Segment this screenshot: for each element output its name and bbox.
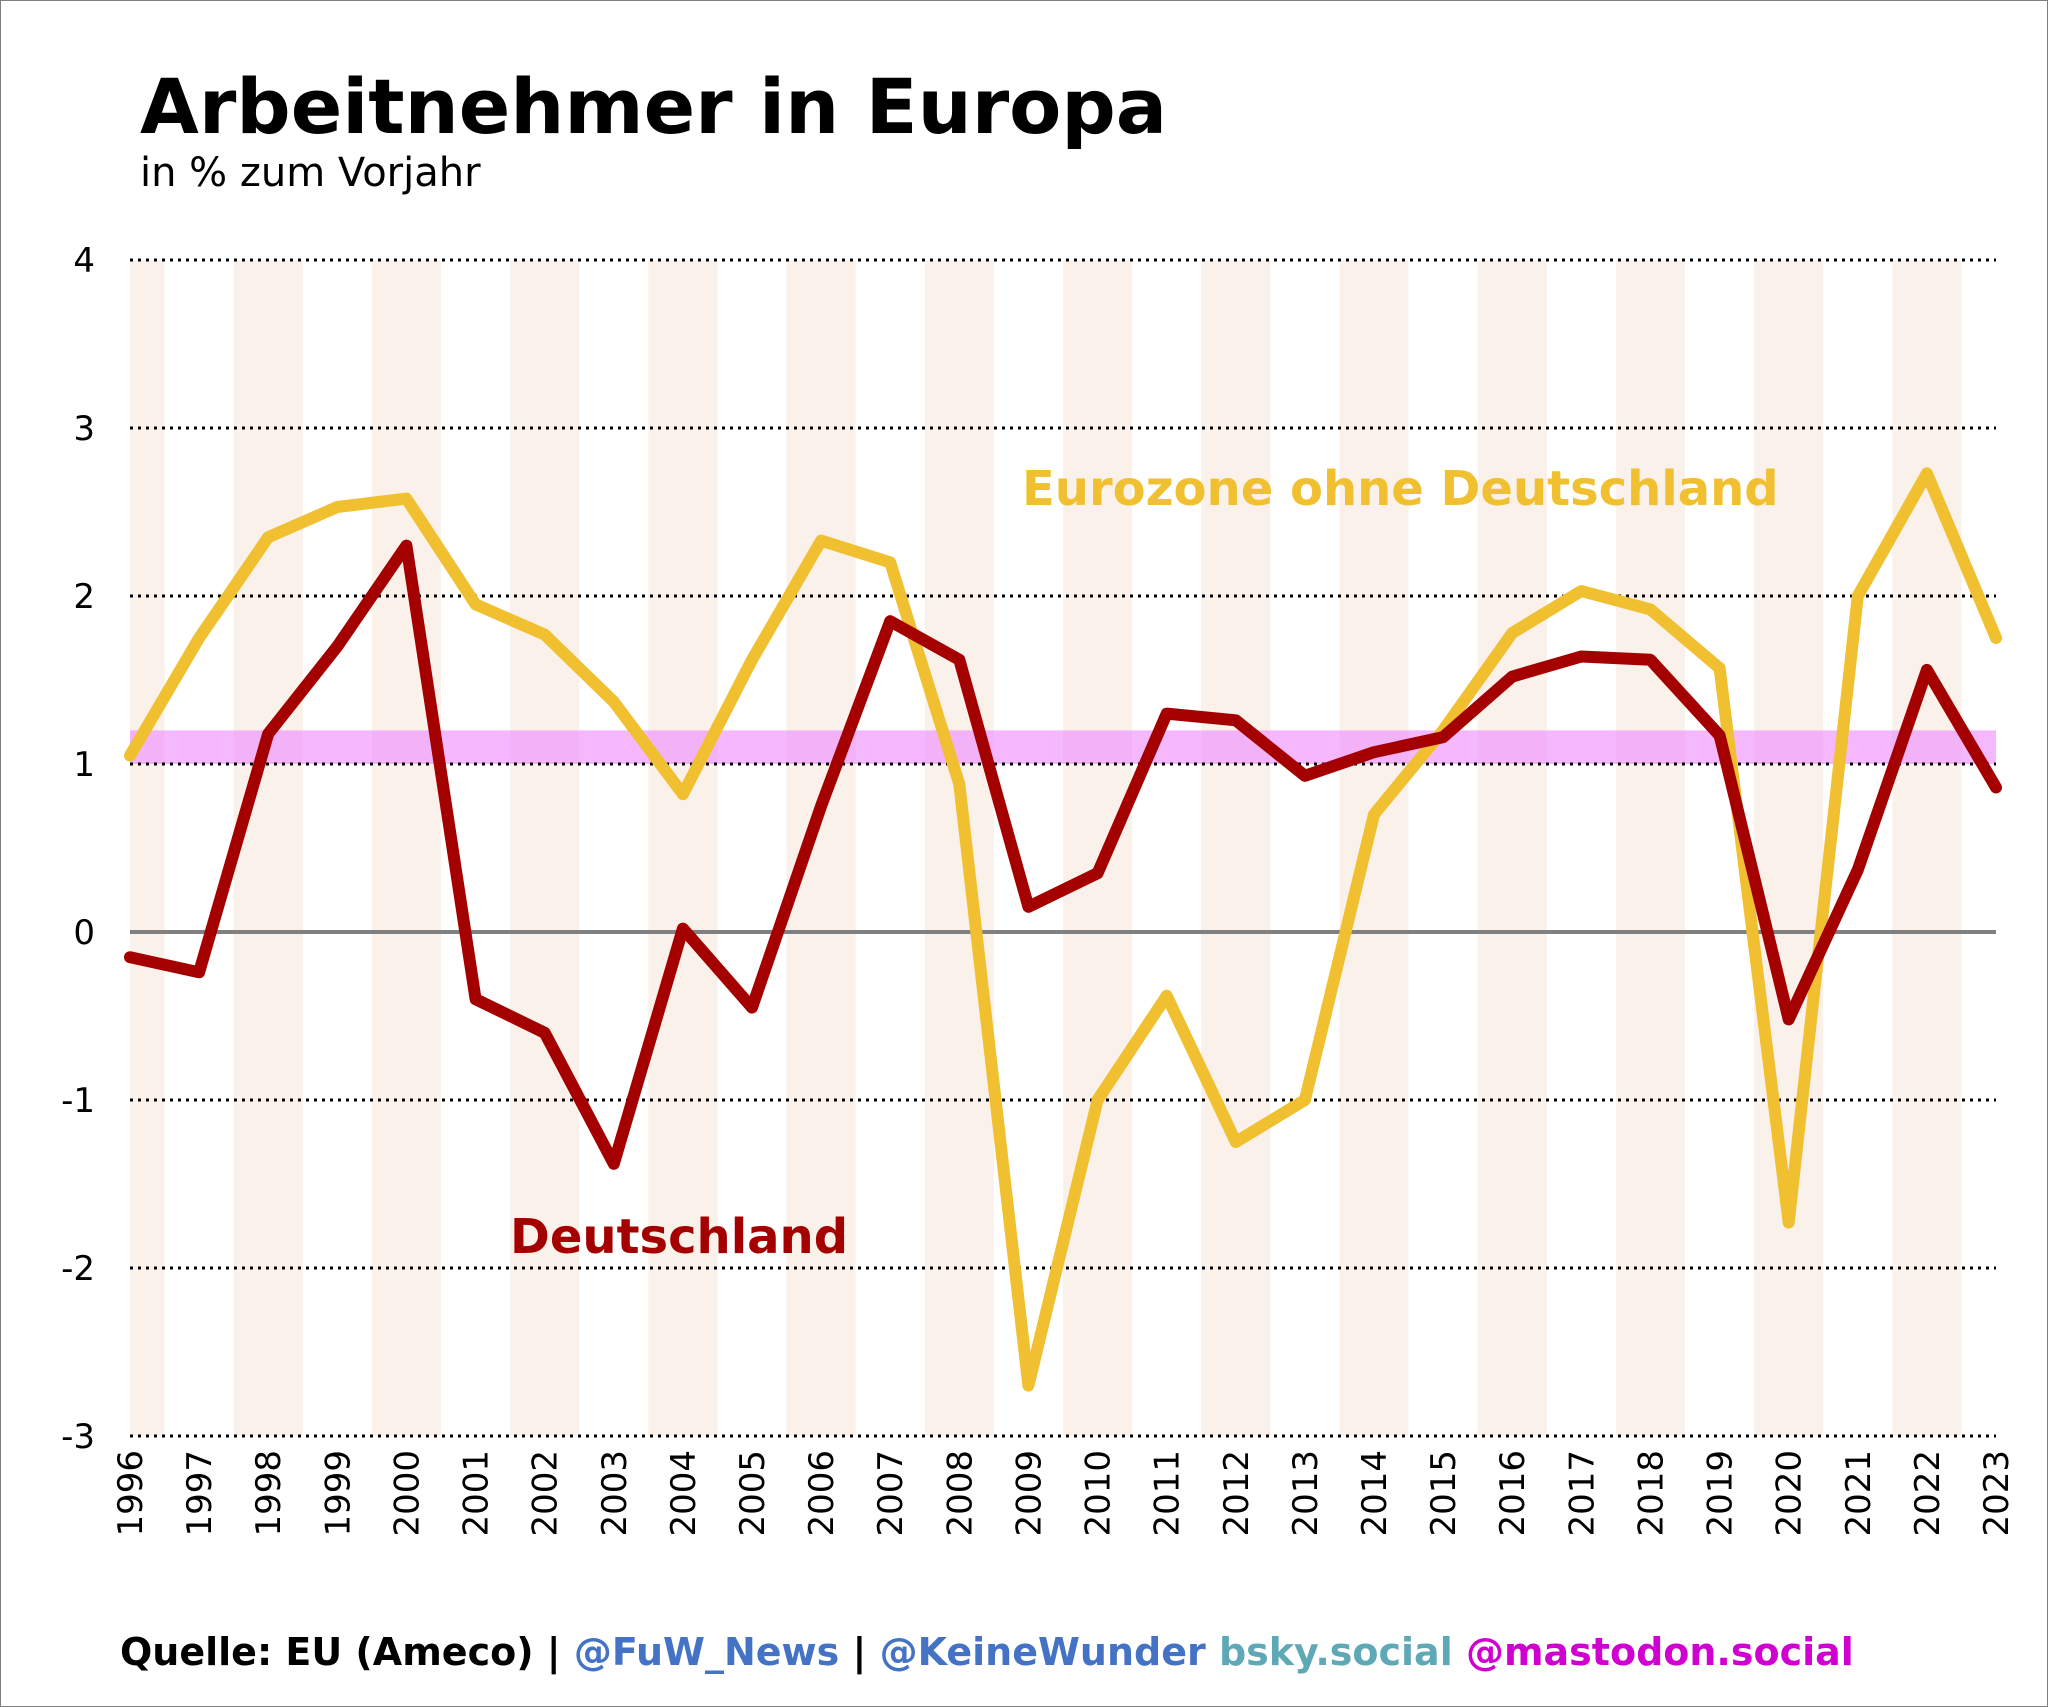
stripe-2008	[924, 260, 994, 1436]
x-tick-2007: 2007	[871, 1450, 911, 1537]
footer-separator: |	[839, 1630, 880, 1674]
x-tick-2011: 2011	[1148, 1450, 1188, 1537]
stripe-2022	[1892, 260, 1962, 1436]
chart-subtitle: in % zum Vorjahr	[140, 150, 481, 196]
stripe-2006	[786, 260, 856, 1436]
y-tick--1: -1	[61, 1081, 95, 1121]
x-tick-1998: 1998	[249, 1450, 289, 1537]
x-tick-2016: 2016	[1493, 1450, 1533, 1537]
x-tick-1999: 1999	[318, 1450, 358, 1537]
footer-handle-keinewunder[interactable]: @KeineWunder	[879, 1630, 1206, 1674]
annotation-eurozone: Eurozone ohne Deutschland	[1022, 461, 1779, 517]
stripe-2010	[1063, 260, 1133, 1436]
stripe-2014	[1339, 260, 1409, 1436]
footer-source-text: Quelle: EU (Ameco) |	[120, 1630, 574, 1674]
y-tick-1: 1	[73, 745, 95, 785]
x-tick-2009: 2009	[1009, 1450, 1049, 1537]
y-tick-2: 2	[73, 577, 95, 617]
x-tick-2022: 2022	[1908, 1450, 1948, 1537]
footer-bsky[interactable]: bsky.social	[1205, 1630, 1453, 1674]
stripe-2004	[648, 260, 718, 1436]
x-tick-1997: 1997	[180, 1450, 220, 1537]
chart-title: Arbeitnehmer in Europa	[140, 62, 1168, 151]
x-tick-2013: 2013	[1286, 1450, 1326, 1537]
x-tick-2020: 2020	[1770, 1450, 1810, 1537]
x-tick-2010: 2010	[1079, 1450, 1119, 1537]
year-stripes	[130, 260, 1962, 1436]
x-tick-2018: 2018	[1631, 1450, 1671, 1537]
x-tick-2014: 2014	[1355, 1450, 1395, 1537]
x-tick-2015: 2015	[1424, 1450, 1464, 1537]
x-tick-2017: 2017	[1562, 1450, 1602, 1537]
y-tick-0: 0	[73, 913, 95, 953]
y-tick-3: 3	[73, 409, 95, 449]
stripe-2020	[1754, 260, 1824, 1436]
stripe-2016	[1477, 260, 1547, 1436]
x-tick-2004: 2004	[664, 1450, 704, 1537]
footer-source: Quelle: EU (Ameco) | @FuW_News | @KeineW…	[120, 1630, 1854, 1674]
series-deutschland-line	[124, 539, 2002, 1170]
y-tick--2: -2	[61, 1249, 95, 1289]
series-lines	[124, 467, 2002, 1392]
x-tick-2008: 2008	[940, 1450, 980, 1537]
x-tick-2023: 2023	[1977, 1450, 2017, 1537]
x-tick-2000: 2000	[387, 1450, 427, 1537]
y-tick--3: -3	[61, 1417, 95, 1457]
footer-mastodon[interactable]: @mastodon.social	[1452, 1630, 1854, 1674]
y-tick-labels: 4 3 2 1 0 -1 -2 -3	[61, 241, 95, 1457]
x-tick-1996: 1996	[111, 1450, 151, 1537]
y-tick-4: 4	[73, 241, 95, 281]
x-tick-2003: 2003	[595, 1450, 635, 1537]
x-tick-2012: 2012	[1217, 1450, 1257, 1537]
stripe-2000	[371, 260, 441, 1436]
x-tick-2005: 2005	[733, 1450, 773, 1537]
series-eurozone-line	[124, 467, 2002, 1392]
annotation-deutschland: Deutschland	[510, 1209, 848, 1265]
x-tick-2001: 2001	[457, 1450, 497, 1537]
line-chart: 4 3 2 1 0 -1 -2 -3 1996 1997 1998 1999 2000 2001 2002…	[61, 241, 2017, 1537]
stripe-2018	[1615, 260, 1685, 1436]
stripe-2002	[510, 260, 580, 1436]
x-tick-labels: 1996 1997 1998 1999 2000 2001 2002 2003 2004 2005…	[111, 1450, 2017, 1537]
x-tick-2006: 2006	[802, 1450, 842, 1537]
x-tick-2021: 2021	[1839, 1450, 1879, 1537]
stripe-1996	[130, 260, 165, 1436]
x-tick-2019: 2019	[1701, 1450, 1741, 1537]
footer-handle-fuw[interactable]: @FuW_News	[573, 1630, 840, 1674]
stripe-2012	[1201, 260, 1271, 1436]
stripe-1998	[233, 260, 303, 1436]
x-tick-2002: 2002	[526, 1450, 566, 1537]
